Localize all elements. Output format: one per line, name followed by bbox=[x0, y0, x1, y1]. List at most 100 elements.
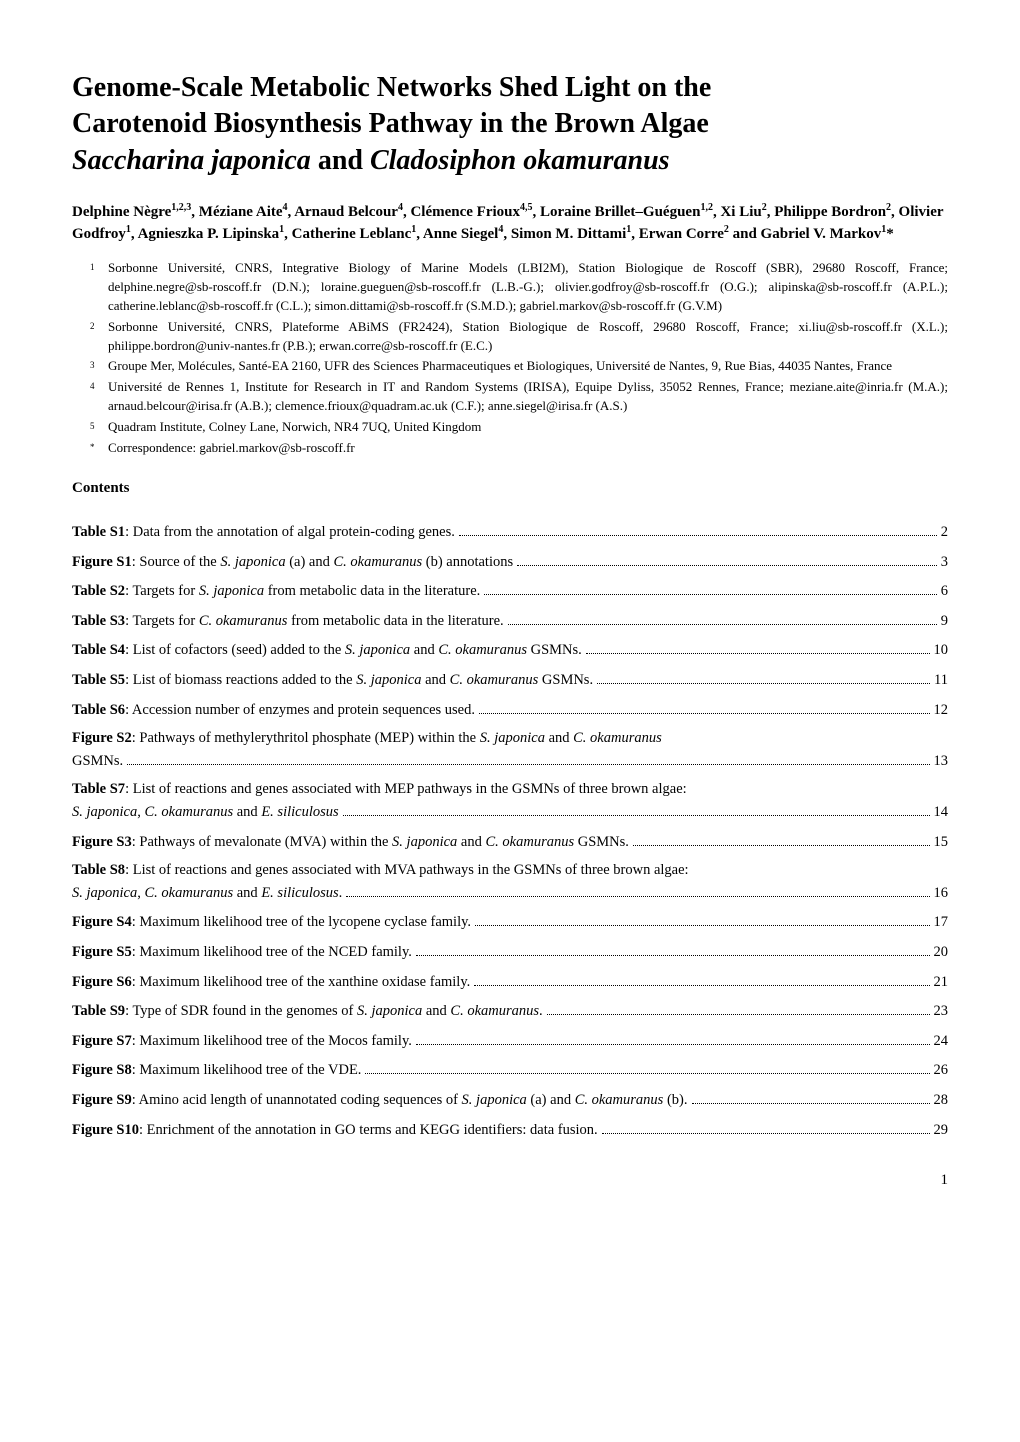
toc-page-number: 16 bbox=[934, 884, 949, 904]
toc-entry: Table S9: Type of SDR found in the genom… bbox=[72, 1001, 948, 1022]
toc-leader bbox=[479, 700, 930, 714]
toc-entry: Figure S2: Pathways of methylerythritol … bbox=[72, 729, 948, 771]
paper-title: Genome-Scale Metabolic Networks Shed Lig… bbox=[72, 70, 948, 179]
toc-leader bbox=[586, 640, 930, 654]
affiliation-text: Sorbonne Université, CNRS, Integrative B… bbox=[108, 259, 948, 316]
affiliation-item: * Correspondence: gabriel.markov@sb-rosco… bbox=[90, 439, 948, 458]
toc-page-number: 28 bbox=[934, 1091, 949, 1111]
toc-entry-tail: S. japonica, C. okamuranus and E. silicu… bbox=[72, 803, 339, 823]
toc-leader bbox=[508, 611, 937, 625]
toc-entry-label: Figure S9: Amino acid length of unannota… bbox=[72, 1091, 688, 1111]
toc-entry-label: Figure S1: Source of the S. japonica (a)… bbox=[72, 553, 513, 573]
affiliation-item: 5Quadram Institute, Colney Lane, Norwich… bbox=[90, 418, 948, 437]
toc-entry: Table S7: List of reactions and genes as… bbox=[72, 780, 948, 822]
toc-page-number: 14 bbox=[934, 803, 949, 823]
toc-leader bbox=[346, 883, 929, 897]
affiliation-number: 4 bbox=[90, 378, 102, 416]
toc-entry-label: Table S4: List of cofactors (seed) added… bbox=[72, 641, 582, 661]
affiliation-number: 3 bbox=[90, 357, 102, 376]
toc-leader bbox=[474, 971, 929, 985]
toc-entry-line1: Table S8: List of reactions and genes as… bbox=[72, 861, 948, 881]
table-of-contents: Table S1: Data from the annotation of al… bbox=[72, 522, 948, 1140]
toc-entry: Figure S3: Pathways of mevalonate (MVA) … bbox=[72, 831, 948, 852]
toc-entry-label: Figure S10: Enrichment of the annotation… bbox=[72, 1121, 598, 1141]
toc-entry: Figure S6: Maximum likelihood tree of th… bbox=[72, 971, 948, 992]
affiliation-number: * bbox=[90, 439, 102, 458]
toc-leader bbox=[517, 551, 937, 565]
toc-page-number: 21 bbox=[934, 973, 949, 993]
toc-entry-line2: S. japonica, C. okamuranus and E. silicu… bbox=[72, 802, 948, 823]
toc-entry-label: Figure S6: Maximum likelihood tree of th… bbox=[72, 973, 470, 993]
toc-entry: Figure S4: Maximum likelihood tree of th… bbox=[72, 912, 948, 933]
toc-leader bbox=[343, 802, 930, 816]
toc-entry-tail: GSMNs. bbox=[72, 752, 123, 772]
toc-page-number: 24 bbox=[934, 1032, 949, 1052]
toc-page-number: 29 bbox=[934, 1121, 949, 1141]
toc-entry-label: Table S3: Targets for C. okamuranus from… bbox=[72, 612, 504, 632]
toc-entry-line2: GSMNs. 13 bbox=[72, 751, 948, 772]
toc-leader bbox=[633, 831, 930, 845]
affiliation-item: 3Groupe Mer, Molécules, Santé-EA 2160, U… bbox=[90, 357, 948, 376]
toc-entry-label: Figure S4: Maximum likelihood tree of th… bbox=[72, 913, 471, 933]
toc-page-number: 20 bbox=[934, 943, 949, 963]
toc-page-number: 23 bbox=[934, 1002, 949, 1022]
affiliation-number: 1 bbox=[90, 259, 102, 316]
toc-page-number: 17 bbox=[934, 913, 949, 933]
toc-entry: Table S5: List of biomass reactions adde… bbox=[72, 670, 948, 691]
toc-entry: Figure S9: Amino acid length of unannota… bbox=[72, 1090, 948, 1111]
page-number: 1 bbox=[72, 1170, 948, 1190]
toc-leader bbox=[602, 1120, 930, 1134]
toc-page-number: 10 bbox=[934, 641, 949, 661]
toc-leader bbox=[416, 942, 930, 956]
title-species-1: Saccharina japonica bbox=[72, 145, 311, 176]
toc-entry: Figure S8: Maximum likelihood tree of th… bbox=[72, 1060, 948, 1081]
title-species-2: Cladosiphon okamuranus bbox=[370, 145, 670, 176]
toc-entry: Table S8: List of reactions and genes as… bbox=[72, 861, 948, 903]
affiliation-text: Université de Rennes 1, Institute for Re… bbox=[108, 378, 948, 416]
toc-entry-line1: Table S7: List of reactions and genes as… bbox=[72, 780, 948, 800]
affiliations-block: 1Sorbonne Université, CNRS, Integrative … bbox=[72, 259, 948, 457]
toc-entry-label: Table S6: Accession number of enzymes an… bbox=[72, 701, 475, 721]
toc-page-number: 2 bbox=[941, 523, 948, 543]
affiliation-item: 4Université de Rennes 1, Institute for R… bbox=[90, 378, 948, 416]
toc-entry-tail: S. japonica, C. okamuranus and E. silicu… bbox=[72, 884, 342, 904]
toc-page-number: 6 bbox=[941, 582, 948, 602]
toc-entry: Table S4: List of cofactors (seed) added… bbox=[72, 640, 948, 661]
toc-page-number: 15 bbox=[934, 833, 949, 853]
toc-page-number: 11 bbox=[934, 671, 948, 691]
toc-leader bbox=[597, 670, 930, 684]
toc-entry-line1: Figure S2: Pathways of methylerythritol … bbox=[72, 729, 948, 749]
toc-leader bbox=[484, 581, 936, 595]
title-line-3-mid: and bbox=[311, 145, 370, 176]
toc-entry-label: Table S9: Type of SDR found in the genom… bbox=[72, 1002, 543, 1022]
toc-leader bbox=[475, 912, 929, 926]
toc-entry-label: Table S2: Targets for S. japonica from m… bbox=[72, 582, 480, 602]
toc-entry-label: Figure S8: Maximum likelihood tree of th… bbox=[72, 1061, 361, 1081]
toc-entry: Table S3: Targets for C. okamuranus from… bbox=[72, 611, 948, 632]
toc-entry: Figure S7: Maximum likelihood tree of th… bbox=[72, 1031, 948, 1052]
affiliation-text: Correspondence: gabriel.markov@sb-roscof… bbox=[108, 439, 948, 458]
toc-entry: Figure S10: Enrichment of the annotation… bbox=[72, 1120, 948, 1141]
toc-entry-label: Figure S7: Maximum likelihood tree of th… bbox=[72, 1032, 412, 1052]
affiliation-item: 1Sorbonne Université, CNRS, Integrative … bbox=[90, 259, 948, 316]
toc-entry: Table S1: Data from the annotation of al… bbox=[72, 522, 948, 543]
toc-page-number: 26 bbox=[934, 1061, 949, 1081]
affiliation-number: 5 bbox=[90, 418, 102, 437]
toc-entry-label: Table S5: List of biomass reactions adde… bbox=[72, 671, 593, 691]
toc-leader bbox=[127, 751, 929, 765]
toc-page-number: 3 bbox=[941, 553, 948, 573]
toc-page-number: 9 bbox=[941, 612, 948, 632]
author-list: Delphine Nègre1,2,3, Méziane Aite4, Arna… bbox=[72, 201, 948, 245]
toc-entry: Table S2: Targets for S. japonica from m… bbox=[72, 581, 948, 602]
toc-leader bbox=[416, 1031, 930, 1045]
affiliation-text: Sorbonne Université, CNRS, Plateforme AB… bbox=[108, 318, 948, 356]
affiliation-item: 2Sorbonne Université, CNRS, Plateforme A… bbox=[90, 318, 948, 356]
toc-leader bbox=[547, 1001, 930, 1015]
toc-entry-label: Table S1: Data from the annotation of al… bbox=[72, 523, 455, 543]
toc-entry: Figure S1: Source of the S. japonica (a)… bbox=[72, 551, 948, 572]
toc-leader bbox=[692, 1090, 930, 1104]
toc-page-number: 12 bbox=[934, 701, 949, 721]
title-line-2: Carotenoid Biosynthesis Pathway in the B… bbox=[72, 108, 709, 139]
toc-entry-label: Figure S3: Pathways of mevalonate (MVA) … bbox=[72, 833, 629, 853]
toc-page-number: 13 bbox=[934, 752, 949, 772]
